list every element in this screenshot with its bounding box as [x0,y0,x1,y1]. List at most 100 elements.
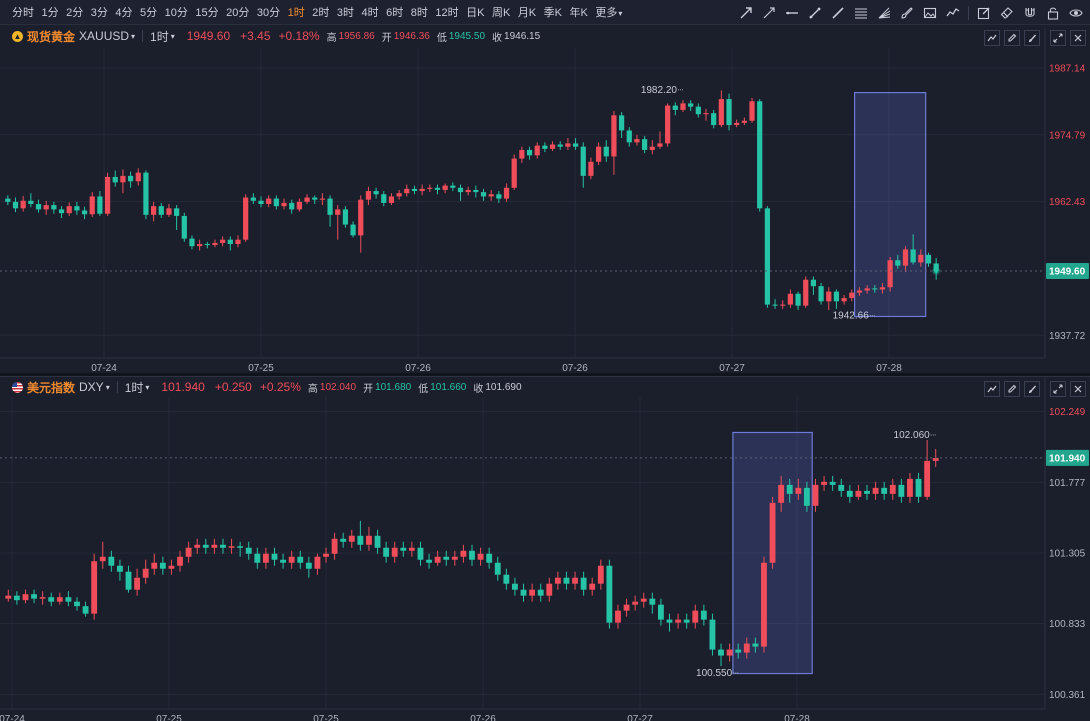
candle[interactable] [151,562,158,569]
eye-icon[interactable] [1068,5,1084,21]
period-5[interactable]: 5分 [140,7,158,19]
image-icon[interactable] [922,5,938,21]
candle[interactable] [417,547,424,560]
candle[interactable] [692,610,699,623]
chevron-down-icon[interactable]: ▾ [618,9,623,18]
candle[interactable] [889,484,896,494]
candle[interactable] [120,175,126,183]
candle[interactable] [803,279,809,306]
candle[interactable] [168,565,175,569]
candle[interactable] [718,649,724,656]
candle[interactable] [856,290,863,293]
candle[interactable] [108,556,115,566]
candle[interactable] [342,209,349,225]
ray-icon[interactable] [761,5,777,21]
candle[interactable] [112,176,118,183]
candle[interactable] [780,304,786,306]
candle[interactable] [125,571,132,590]
candle[interactable] [228,546,235,548]
candle[interactable] [752,643,759,647]
candle[interactable] [772,304,778,306]
candle[interactable] [520,589,527,596]
candle[interactable] [35,204,42,210]
chevron-down-icon[interactable]: ▾ [145,382,150,392]
candle[interactable] [932,457,939,461]
candle[interactable] [99,556,106,562]
indicator-icon[interactable] [984,381,1000,397]
candle[interactable] [427,187,433,189]
candle[interactable] [166,208,172,215]
candle[interactable] [20,200,26,209]
candle[interactable] [709,619,716,650]
candle[interactable] [365,191,372,200]
candle[interactable] [924,460,931,497]
candle[interactable] [787,293,794,305]
candle[interactable] [127,175,134,182]
candle[interactable] [749,101,755,121]
candle[interactable] [711,113,717,126]
candle[interactable] [181,215,187,239]
dxy-chart[interactable]: 102.249 101.777 101.305 100.833 100.361 101.9… [0,377,1090,721]
candle[interactable] [335,209,341,215]
candle[interactable] [388,196,395,203]
edit-icon[interactable] [976,5,992,21]
candle[interactable] [580,577,587,590]
candle[interactable] [56,597,63,602]
candle[interactable] [841,298,847,302]
candle[interactable] [640,598,647,602]
candle[interactable] [632,601,639,605]
candle[interactable] [778,484,785,503]
candle[interactable] [795,487,802,494]
indicator-icon[interactable] [945,5,961,21]
candle[interactable] [74,601,80,607]
bar-pattern-icon[interactable] [853,5,869,21]
period-12[interactable]: 3时 [336,7,354,19]
candle[interactable] [589,583,596,590]
candle[interactable] [703,113,709,115]
candle[interactable] [665,105,671,144]
candle[interactable] [280,559,287,563]
candle[interactable] [918,254,924,263]
candle[interactable] [434,187,441,190]
candle[interactable] [554,577,561,584]
candle[interactable] [898,484,905,497]
candle[interactable] [818,286,824,302]
candle[interactable] [486,553,493,563]
candle[interactable] [357,535,364,545]
period-16[interactable]: 12时 [435,7,459,19]
candle[interactable] [534,145,540,156]
candle[interactable] [626,130,632,143]
candle[interactable] [220,544,226,548]
trend-line-icon[interactable] [807,5,823,21]
close-icon[interactable] [1070,30,1086,46]
candle[interactable] [680,103,686,110]
expand-icon[interactable] [1050,30,1066,46]
candle[interactable] [143,172,149,215]
candle[interactable] [65,597,72,602]
lock-icon[interactable] [1045,5,1061,21]
candle[interactable] [786,484,793,494]
candle[interactable] [872,487,879,494]
candle[interactable] [695,106,701,115]
brush-icon[interactable] [899,5,915,21]
candle[interactable] [262,553,269,563]
candle[interactable] [849,292,855,299]
candle[interactable] [189,238,195,247]
candle[interactable] [197,244,203,247]
period-11[interactable]: 2时 [312,7,330,19]
candle[interactable] [245,547,252,554]
candle[interactable] [803,487,810,506]
candle[interactable] [826,291,832,302]
period-9[interactable]: 30分 [256,7,281,19]
period-15[interactable]: 8时 [410,7,428,19]
candle[interactable] [838,484,845,491]
candle[interactable] [383,547,390,557]
period-8[interactable]: 20分 [226,7,250,19]
candle[interactable] [408,547,415,551]
candle[interactable] [494,562,501,575]
candle[interactable] [194,544,201,548]
candle[interactable] [503,574,510,584]
candle[interactable] [855,490,862,497]
candle[interactable] [305,562,312,569]
candle[interactable] [460,550,467,557]
